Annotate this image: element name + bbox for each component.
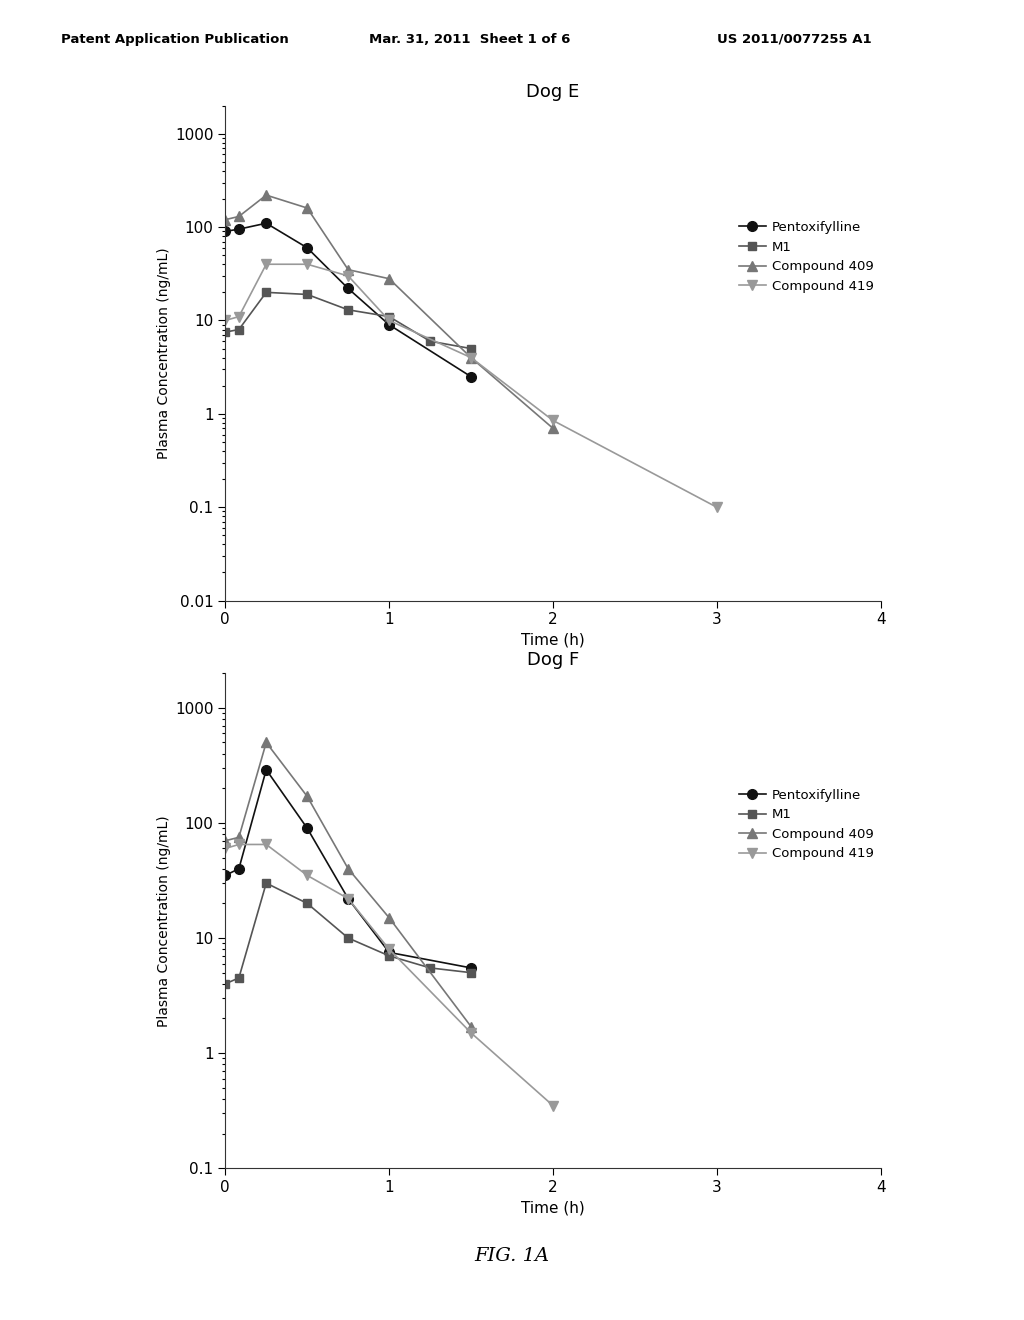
Line: Compound 419: Compound 419	[220, 260, 722, 512]
M1	[465, 341, 477, 356]
Pentoxifylline	[301, 240, 313, 256]
Y-axis label: Plasma Concentration (ng/mL): Plasma Concentration (ng/mL)	[157, 247, 171, 459]
Legend: Pentoxifylline, M1, Compound 409, Compound 419: Pentoxifylline, M1, Compound 409, Compou…	[739, 220, 874, 293]
Compound 419	[232, 837, 245, 853]
Compound 419	[301, 867, 313, 883]
Pentoxifylline	[232, 861, 245, 876]
Text: Patent Application Publication: Patent Application Publication	[61, 33, 289, 46]
Legend: Pentoxifylline, M1, Compound 409, Compound 419: Pentoxifylline, M1, Compound 409, Compou…	[739, 788, 874, 861]
Compound 409	[232, 209, 245, 224]
Compound 419	[383, 313, 395, 329]
Compound 409	[301, 788, 313, 804]
Pentoxifylline	[342, 281, 354, 297]
Pentoxifylline	[465, 368, 477, 384]
Pentoxifylline	[465, 960, 477, 975]
Compound 409	[383, 909, 395, 925]
Compound 409	[219, 211, 231, 227]
M1	[383, 309, 395, 325]
Compound 419	[219, 313, 231, 329]
Compound 419	[547, 1098, 559, 1114]
Pentoxifylline	[232, 222, 245, 238]
Pentoxifylline	[260, 762, 272, 777]
M1	[424, 960, 436, 975]
Pentoxifylline	[219, 867, 231, 883]
Title: Dog F: Dog F	[526, 651, 580, 669]
Text: US 2011/0077255 A1: US 2011/0077255 A1	[717, 33, 871, 46]
Pentoxifylline	[383, 317, 395, 333]
Compound 409	[260, 187, 272, 203]
Title: Dog E: Dog E	[526, 83, 580, 102]
Line: M1: M1	[221, 288, 475, 352]
Line: Pentoxifylline: Pentoxifylline	[220, 764, 476, 973]
Line: Compound 409: Compound 409	[220, 738, 476, 1031]
Compound 419	[547, 413, 559, 429]
Y-axis label: Plasma Concentration (ng/mL): Plasma Concentration (ng/mL)	[157, 814, 171, 1027]
Compound 419	[342, 891, 354, 907]
Text: Mar. 31, 2011  Sheet 1 of 6: Mar. 31, 2011 Sheet 1 of 6	[369, 33, 570, 46]
Pentoxifylline	[301, 820, 313, 836]
X-axis label: Time (h): Time (h)	[521, 1201, 585, 1216]
Compound 419	[301, 256, 313, 272]
Text: FIG. 1A: FIG. 1A	[474, 1246, 550, 1265]
M1	[301, 895, 313, 911]
Compound 419	[260, 256, 272, 272]
Compound 419	[219, 841, 231, 857]
Compound 409	[260, 734, 272, 750]
M1	[232, 322, 245, 338]
Line: Compound 419: Compound 419	[220, 840, 558, 1110]
Pentoxifylline	[383, 945, 395, 961]
Compound 419	[465, 1024, 477, 1040]
Line: Pentoxifylline: Pentoxifylline	[220, 218, 476, 381]
Line: Compound 409: Compound 409	[220, 190, 558, 433]
X-axis label: Time (h): Time (h)	[521, 634, 585, 648]
M1	[342, 302, 354, 318]
Line: M1: M1	[221, 879, 475, 987]
Pentoxifylline	[342, 891, 354, 907]
M1	[219, 325, 231, 341]
Compound 409	[232, 829, 245, 845]
M1	[424, 333, 436, 348]
M1	[260, 875, 272, 891]
Compound 409	[547, 420, 559, 436]
Compound 419	[342, 268, 354, 284]
Pentoxifylline	[260, 215, 272, 231]
Compound 409	[342, 261, 354, 277]
Compound 419	[465, 350, 477, 366]
Compound 409	[219, 833, 231, 849]
M1	[260, 284, 272, 300]
M1	[301, 286, 313, 302]
M1	[219, 975, 231, 991]
Compound 409	[301, 201, 313, 216]
Compound 409	[465, 1019, 477, 1035]
Pentoxifylline	[219, 223, 231, 239]
Compound 419	[383, 941, 395, 957]
Compound 419	[232, 309, 245, 325]
M1	[465, 965, 477, 981]
M1	[342, 931, 354, 946]
Compound 409	[342, 861, 354, 876]
Compound 419	[711, 499, 723, 515]
M1	[232, 970, 245, 986]
Compound 419	[260, 837, 272, 853]
Compound 409	[383, 271, 395, 286]
Compound 409	[465, 350, 477, 366]
M1	[383, 948, 395, 964]
